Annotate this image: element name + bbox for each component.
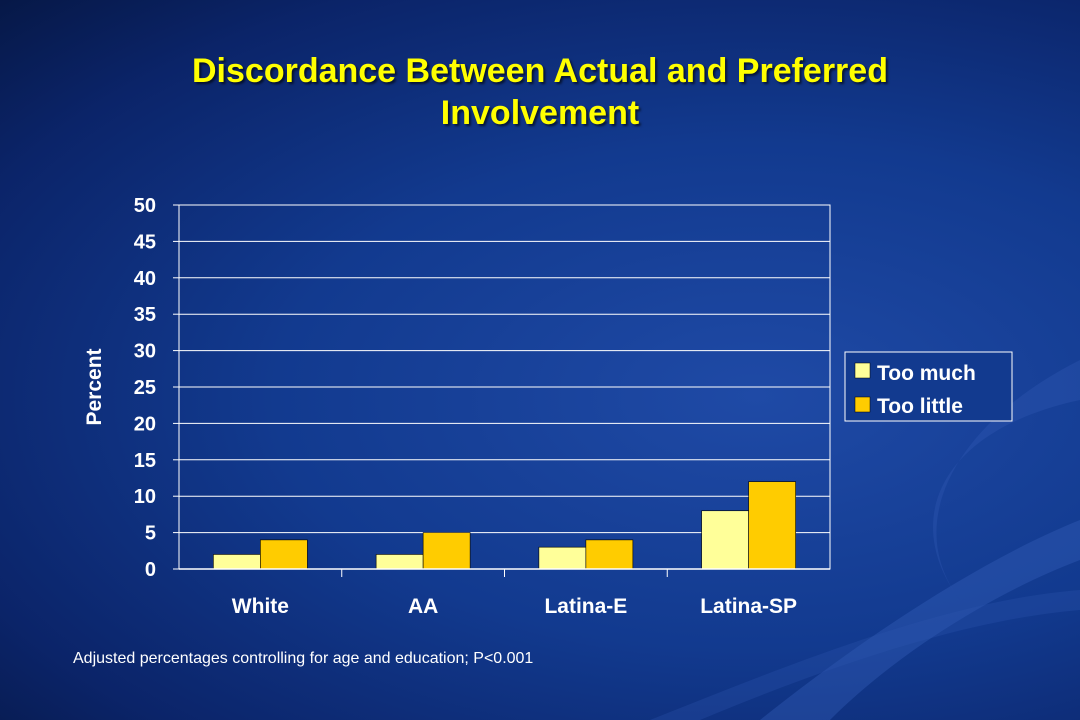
- legend-swatch-too-little: [854, 396, 871, 413]
- y-tick-label: 10: [134, 486, 156, 508]
- y-tick-label: 15: [134, 450, 156, 472]
- x-tick-label: Latina-SP: [700, 595, 797, 618]
- y-axis-label: Percent: [83, 348, 106, 425]
- legend-box: [844, 351, 1013, 422]
- bar-layer: [213, 481, 796, 570]
- bar-too-little-aa: [422, 532, 471, 570]
- bar-too-little-latina-e: [585, 539, 634, 570]
- axis-layer: [173, 204, 830, 577]
- y-tick-label: 50: [134, 195, 156, 217]
- bar-too-much-aa: [375, 554, 424, 570]
- y-tick-label: 0: [145, 559, 156, 581]
- page-title: Discordance Between Actual and Preferred…: [90, 50, 990, 134]
- bar-too-little-white: [260, 539, 308, 570]
- y-tick-label: 20: [134, 413, 156, 435]
- bar-too-much-latina-e: [538, 546, 587, 570]
- y-tick-label: 40: [134, 268, 156, 290]
- bar-too-little-latina-sp: [748, 481, 796, 570]
- grid-layer: [178, 204, 831, 570]
- x-tick-label: White: [232, 595, 289, 618]
- footnote: Adjusted percentages controlling for age…: [73, 650, 534, 667]
- bar-too-much-white: [213, 554, 261, 570]
- y-tick-label: 45: [134, 231, 156, 253]
- title-line-1: Discordance Between Actual and Preferred: [192, 52, 888, 90]
- y-tick-label: 25: [134, 377, 156, 399]
- legend-label-too-much: Too much: [877, 362, 976, 385]
- title-line-2: Involvement: [440, 94, 640, 132]
- y-tick-label: 35: [134, 304, 156, 326]
- legend: Too much Too little: [844, 351, 1013, 422]
- label-layer: 0 5 10 15 20 25 30 35 40 45 50 White AA Latina-E Latin…: [134, 195, 797, 618]
- legend-swatch-too-much: [854, 362, 871, 379]
- y-tick-label: 30: [134, 341, 156, 363]
- legend-label-too-little: Too little: [877, 395, 963, 418]
- y-tick-label: 5: [145, 523, 156, 545]
- x-tick-label: Latina-E: [544, 595, 627, 618]
- x-tick-label: AA: [408, 595, 438, 618]
- bar-too-much-latina-sp: [701, 510, 749, 570]
